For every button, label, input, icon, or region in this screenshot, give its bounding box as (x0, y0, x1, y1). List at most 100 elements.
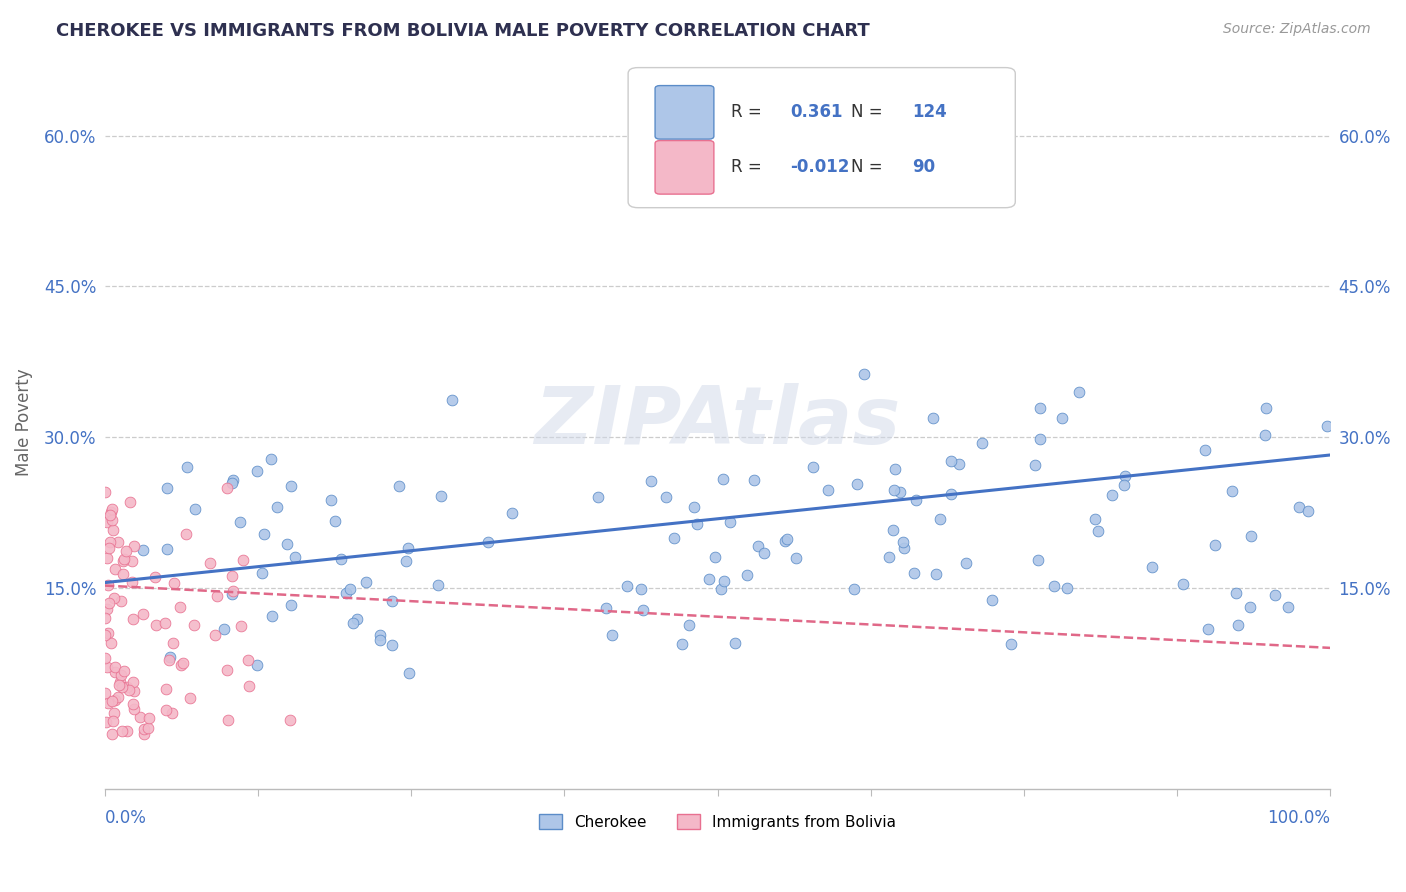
Point (280, 598, 302, 612)
Point (107, 690, 129, 705)
Point (118, 683, 141, 698)
Text: R =: R = (731, 159, 768, 177)
Point (893, 541, 915, 555)
Point (284, 550, 307, 565)
Point (713, 574, 735, 588)
Point (586, 490, 609, 504)
Point (1114, 477, 1136, 491)
Point (101, 727, 124, 741)
Point (655, 490, 678, 504)
Point (215, 481, 238, 495)
Point (683, 500, 706, 515)
Point (948, 457, 970, 471)
Point (94, 628, 117, 642)
Y-axis label: Male Poverty: Male Poverty (15, 368, 32, 475)
Point (179, 690, 201, 705)
Point (845, 477, 868, 491)
Point (1288, 500, 1310, 515)
Point (939, 487, 962, 501)
Point (356, 574, 378, 589)
Point (217, 713, 239, 727)
Point (229, 515, 252, 529)
Point (121, 575, 143, 590)
Point (970, 436, 993, 450)
Point (1084, 512, 1107, 526)
Point (96, 550, 118, 565)
Point (184, 501, 207, 516)
Point (138, 721, 160, 735)
Point (97, 697, 120, 711)
Point (100, 513, 122, 527)
Point (132, 607, 155, 622)
Point (117, 681, 139, 695)
Point (711, 472, 734, 486)
Point (395, 554, 418, 568)
Point (980, 593, 1002, 607)
Point (335, 586, 357, 600)
Point (124, 684, 146, 698)
Point (103, 591, 125, 605)
Point (138, 711, 160, 725)
Point (101, 694, 124, 708)
Point (398, 666, 420, 681)
Point (801, 460, 824, 475)
Point (212, 622, 235, 636)
Point (616, 579, 638, 593)
Point (232, 552, 254, 566)
Text: 100.0%: 100.0% (1267, 809, 1330, 827)
Point (1194, 442, 1216, 457)
Point (215, 663, 238, 677)
Point (323, 514, 346, 528)
Point (169, 599, 191, 614)
Point (111, 680, 134, 694)
Point (156, 541, 179, 556)
Point (153, 615, 176, 630)
Point (222, 473, 245, 487)
Point (477, 534, 499, 549)
Point (842, 582, 865, 596)
Point (388, 479, 411, 493)
Point (118, 495, 141, 509)
Text: 0.0%: 0.0% (105, 809, 146, 827)
Point (97, 578, 120, 592)
Point (1239, 529, 1261, 543)
Point (132, 722, 155, 736)
Point (501, 506, 523, 520)
Point (381, 594, 404, 608)
Point (176, 460, 198, 475)
Point (785, 550, 807, 565)
Point (817, 483, 839, 497)
Point (156, 481, 179, 495)
Point (1197, 622, 1219, 636)
Point (1043, 579, 1066, 593)
Point (98, 508, 121, 522)
Point (252, 566, 274, 581)
Point (776, 532, 799, 546)
Point (1204, 538, 1226, 552)
Point (238, 679, 260, 693)
Point (640, 474, 662, 488)
Point (368, 628, 391, 642)
Point (121, 697, 143, 711)
Point (662, 531, 685, 545)
Point (724, 635, 747, 649)
Point (145, 617, 167, 632)
Point (280, 478, 302, 492)
Point (278, 713, 301, 727)
Point (155, 702, 177, 716)
Point (903, 566, 925, 580)
Point (924, 566, 946, 581)
FancyBboxPatch shape (655, 86, 714, 139)
Point (1296, 504, 1319, 518)
Point (396, 541, 419, 555)
Point (110, 668, 132, 682)
Point (222, 583, 245, 598)
Point (104, 693, 127, 707)
Point (1024, 458, 1046, 473)
Point (276, 536, 298, 550)
Point (246, 464, 269, 478)
Point (104, 665, 127, 679)
Text: 90: 90 (912, 159, 935, 177)
Point (440, 393, 463, 408)
Text: N =: N = (851, 103, 889, 121)
